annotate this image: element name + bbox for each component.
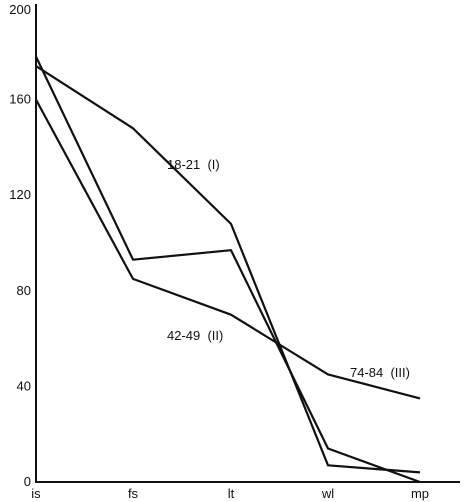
x-tick-label-lt: lt xyxy=(228,486,235,501)
series-line-ii xyxy=(35,56,421,484)
y-tick-label-40: 40 xyxy=(17,378,31,393)
series-lines xyxy=(35,56,421,484)
y-tick-label-80: 80 xyxy=(17,283,31,298)
series-label-ii: 42-49 (II) xyxy=(167,328,223,343)
series-label-iii: 74-84 (III) xyxy=(350,365,410,380)
x-tick-label-is: is xyxy=(31,486,41,501)
y-tick-label-0: 0 xyxy=(24,474,31,489)
y-tick-label-160: 160 xyxy=(9,92,31,107)
x-tick-labels: is fs lt wl mp xyxy=(31,486,429,501)
x-tick-label-wl: wl xyxy=(321,486,334,501)
y-tick-label-120: 120 xyxy=(9,187,31,202)
x-axis: is fs lt wl mp xyxy=(31,481,460,501)
x-tick-label-mp: mp xyxy=(411,486,429,501)
y-tick-label-200: 200 xyxy=(9,2,31,17)
series-label-i: 18-21 (I) xyxy=(167,157,220,172)
series-line-iii xyxy=(35,99,421,400)
y-axis: 0 40 80 120 160 200 xyxy=(9,2,37,489)
y-tick-labels: 0 40 80 120 160 200 xyxy=(9,2,31,489)
series-line-i xyxy=(35,65,421,474)
x-tick-label-fs: fs xyxy=(128,486,139,501)
series-labels: 18-21 (I) 42-49 (II) 74-84 (III) xyxy=(167,157,410,380)
